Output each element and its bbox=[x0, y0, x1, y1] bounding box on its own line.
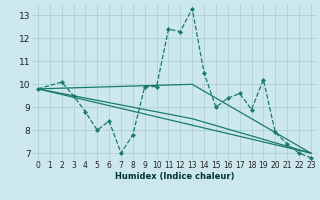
X-axis label: Humidex (Indice chaleur): Humidex (Indice chaleur) bbox=[115, 172, 234, 181]
